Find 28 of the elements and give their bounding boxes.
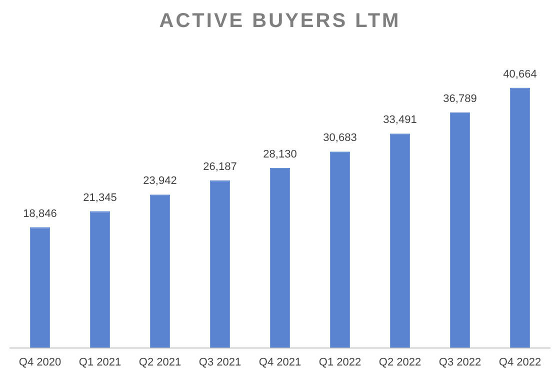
x-tick-label: Q2 2022 [378,356,422,368]
data-label: 28,130 [263,148,297,160]
data-label: 40,664 [503,68,537,80]
bar [510,88,530,348]
x-tick-label: Q2 2021 [138,356,182,368]
bar [150,194,170,348]
bar [30,227,50,348]
data-label: 26,187 [203,160,237,173]
x-tick-label: Q3 2021 [198,356,242,368]
x-tick-label: Q1 2022 [318,356,362,368]
x-tick-label: Q3 2022 [438,356,482,368]
bar [270,168,290,348]
bar [450,112,470,348]
bar [330,152,350,348]
x-tick-label: Q4 2020 [18,356,62,368]
x-tick-label: Q1 2021 [78,356,122,368]
chart-title: ACTIVE BUYERS LTM [158,9,402,34]
bar [90,211,110,348]
bar [390,134,410,348]
data-label: 36,789 [443,93,477,106]
data-label: 33,491 [383,114,417,126]
x-tick-label: Q4 2022 [498,356,542,368]
data-label: 23,942 [143,175,177,188]
data-label: 18,846 [23,208,57,220]
x-tick-label: Q4 2021 [258,356,302,368]
data-label: 21,345 [83,192,117,204]
data-label: 30,683 [323,132,357,144]
bar [210,180,230,348]
